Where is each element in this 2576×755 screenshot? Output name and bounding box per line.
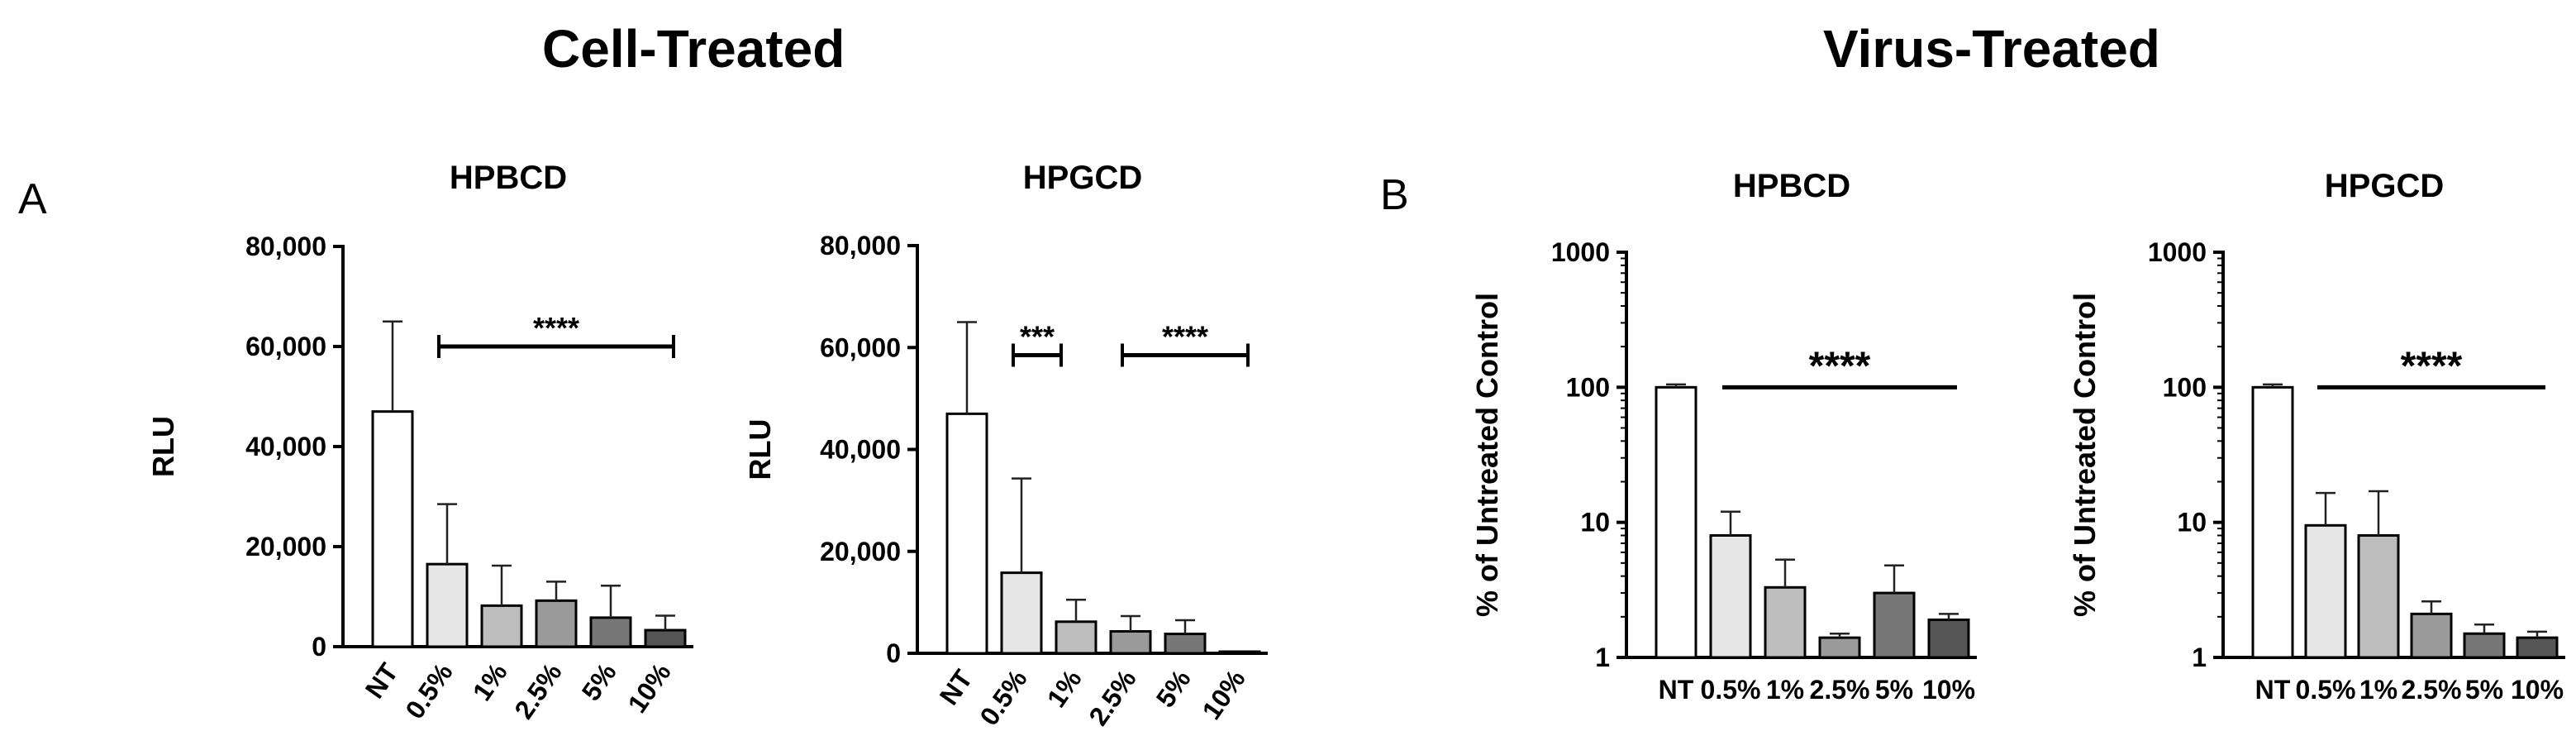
x-tick-label: 1% xyxy=(467,657,513,706)
bar-10pct xyxy=(1218,650,1261,655)
x-tick-label: 10% xyxy=(1197,664,1251,724)
bar-10pct xyxy=(2516,636,2559,659)
bar-0_5pct xyxy=(426,562,469,648)
x-tick-label: 2.5% xyxy=(508,657,567,724)
x-tick-label: 10% xyxy=(622,657,677,718)
x-tick-label: 2.5% xyxy=(1083,664,1141,730)
bar-2_5pct xyxy=(1109,630,1152,655)
bar-1pct xyxy=(1055,620,1098,655)
x-tick-label: 0.5% xyxy=(2296,675,2356,705)
significance-label: **** xyxy=(1809,344,1871,388)
significance-label: **** xyxy=(533,311,579,345)
virus-treated-title: Virus-Treated xyxy=(1823,19,2160,79)
significance-label: **** xyxy=(1162,319,1208,353)
bar-NT xyxy=(1655,385,1697,659)
panel-b-label: B xyxy=(1380,171,1409,219)
x-tick-label: 2.5% xyxy=(1810,675,1870,705)
x-tick-label: 1% xyxy=(1766,675,1804,705)
x-tick-label: 5% xyxy=(576,657,622,706)
bar-5pct xyxy=(589,616,632,648)
significance-label: *** xyxy=(1020,319,1055,353)
x-tick-label: 10% xyxy=(1922,675,1975,705)
y-tick-label: 0 xyxy=(886,638,901,668)
bar-10pct xyxy=(644,628,687,648)
y-axis-label: % of Untreated Control xyxy=(1470,293,1504,617)
x-tick-label: 5% xyxy=(1150,664,1197,713)
y-tick-label: 40,000 xyxy=(245,432,326,461)
chart-title: HPGCD xyxy=(2325,168,2444,204)
bar-1pct xyxy=(2357,533,2400,659)
y-tick-label: 100 xyxy=(2163,372,2207,402)
x-tick-label: NT xyxy=(934,664,978,710)
chart-4: HPGCD % of Untreated Control 1 10 100 1000 NT 0… xyxy=(2068,168,2565,705)
bar-10pct xyxy=(1927,618,1970,659)
x-tick-label: 0.5% xyxy=(399,657,458,724)
y-tick-label: 60,000 xyxy=(820,332,901,362)
y-tick-label: 100 xyxy=(1566,372,1610,402)
y-tick-label: 10 xyxy=(2177,508,2207,538)
bar-2_5pct xyxy=(535,599,578,648)
panel-a-label: A xyxy=(18,175,47,223)
y-tick-label: 60,000 xyxy=(245,332,326,361)
bar-NT xyxy=(371,410,414,648)
bar-2_5pct xyxy=(1818,636,1861,659)
chart-title: HPBCD xyxy=(1733,168,1850,204)
x-tick-label: 0.5% xyxy=(1701,675,1761,705)
chart-title: HPBCD xyxy=(450,160,567,196)
chart-3: HPBCD % of Untreated Control 1 10 100 1000 NT 0… xyxy=(1470,168,1977,705)
y-tick-label: 80,000 xyxy=(245,232,326,261)
bar-NT xyxy=(2251,385,2294,659)
x-tick-label: NT xyxy=(1659,675,1694,705)
y-tick-label: 80,000 xyxy=(820,231,901,260)
y-tick-label: 0 xyxy=(312,632,326,662)
y-axis-label: % of Untreated Control xyxy=(2068,293,2102,617)
x-tick-label: NT xyxy=(2255,675,2291,705)
bar-5pct xyxy=(1873,591,1916,659)
y-tick-label: 20,000 xyxy=(245,532,326,561)
x-tick-label: 5% xyxy=(1875,675,1913,705)
bar-1pct xyxy=(480,604,523,648)
bar-5pct xyxy=(1164,633,1207,655)
bar-NT xyxy=(945,412,988,655)
bar-2_5pct xyxy=(2410,612,2453,659)
cell-treated-title: Cell-Treated xyxy=(542,19,845,79)
y-tick-label: 1 xyxy=(1595,643,1610,672)
x-tick-label: 1% xyxy=(2359,675,2397,705)
y-tick-label: 40,000 xyxy=(820,435,901,465)
x-tick-label: 1% xyxy=(1041,664,1088,713)
y-axis-label: RLU xyxy=(146,416,180,477)
significance-label: **** xyxy=(2401,344,2463,388)
y-tick-label: 1 xyxy=(2192,643,2207,672)
y-tick-label: 1000 xyxy=(1551,237,1610,267)
bar-0_5pct xyxy=(1709,533,1752,659)
chart-title: HPGCD xyxy=(1023,160,1142,196)
y-tick-label: 1000 xyxy=(2148,237,2207,267)
y-tick-label: 20,000 xyxy=(820,537,901,566)
x-tick-label: 5% xyxy=(2465,675,2503,705)
x-tick-label: 10% xyxy=(2511,675,2564,705)
bar-1pct xyxy=(1764,585,1807,659)
x-tick-label: 2.5% xyxy=(2402,675,2462,705)
y-tick-label: 10 xyxy=(1580,508,1610,538)
bar-0_5pct xyxy=(2304,523,2347,659)
bar-0_5pct xyxy=(1000,571,1043,655)
x-tick-label: 0.5% xyxy=(974,664,1032,730)
y-axis-label: RLU xyxy=(743,419,777,480)
x-tick-label: NT xyxy=(359,657,404,704)
bar-5pct xyxy=(2463,632,2506,659)
